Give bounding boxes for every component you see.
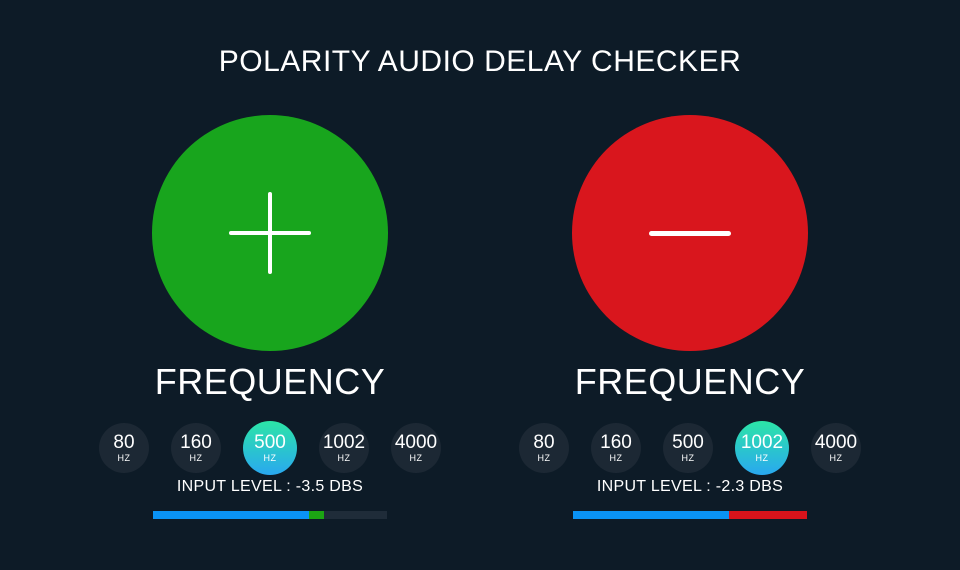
polarity-positive-indicator (152, 115, 388, 351)
minus-icon (649, 192, 731, 274)
frequency-button-row: 80 HZ 160 HZ 500 HZ 1002 HZ 4000 HZ (99, 421, 441, 475)
channel-left: FREQUENCY 80 HZ 160 HZ 500 HZ 1002 HZ 40… (90, 115, 450, 519)
freq-button-4000hz[interactable]: 4000 HZ (391, 423, 441, 473)
frequency-button-row: 80 HZ 160 HZ 500 HZ 1002 HZ 4000 HZ (519, 421, 861, 475)
freq-value: 1002 (322, 432, 366, 453)
plus-icon (229, 192, 311, 274)
page-title: POLARITY AUDIO DELAY CHECKER (218, 45, 742, 78)
frequency-heading: FREQUENCY (154, 361, 386, 402)
freq-unit: HZ (537, 453, 551, 463)
freq-unit: HZ (829, 453, 843, 463)
freq-unit: HZ (681, 453, 695, 463)
frequency-heading: FREQUENCY (574, 361, 806, 402)
freq-value: 500 (254, 432, 286, 453)
freq-button-4000hz[interactable]: 4000 HZ (811, 423, 861, 473)
freq-button-80hz[interactable]: 80 HZ (99, 423, 149, 473)
input-level-bar (153, 511, 387, 519)
freq-value: 500 (672, 432, 704, 453)
freq-value: 4000 (394, 432, 438, 453)
freq-value: 80 (533, 432, 555, 453)
freq-value: 160 (180, 432, 212, 453)
channel-right: FREQUENCY 80 HZ 160 HZ 500 HZ 1002 HZ 40… (510, 115, 870, 519)
freq-button-500hz[interactable]: 500 HZ (663, 423, 713, 473)
freq-unit: HZ (337, 453, 351, 463)
freq-button-1002hz[interactable]: 1002 HZ (319, 423, 369, 473)
input-level-label: INPUT LEVEL : -3.5 DBS (176, 478, 364, 495)
freq-unit: HZ (189, 453, 203, 463)
freq-unit: HZ (609, 453, 623, 463)
freq-value: 80 (113, 432, 135, 453)
level-segment-green (309, 511, 325, 519)
level-segment-blue (153, 511, 310, 519)
freq-button-500hz[interactable]: 500 HZ (243, 421, 297, 475)
freq-value: 160 (600, 432, 632, 453)
freq-button-160hz[interactable]: 160 HZ (591, 423, 641, 473)
input-level-label: INPUT LEVEL : -2.3 DBS (596, 478, 784, 495)
freq-button-1002hz[interactable]: 1002 HZ (735, 421, 789, 475)
level-segment-red (729, 511, 807, 519)
freq-value: 4000 (814, 432, 858, 453)
level-segment-blue (573, 511, 730, 519)
freq-value: 1002 (740, 432, 784, 453)
freq-button-160hz[interactable]: 160 HZ (171, 423, 221, 473)
freq-unit: HZ (755, 453, 769, 463)
freq-unit: HZ (117, 453, 131, 463)
input-level-bar (573, 511, 807, 519)
freq-unit: HZ (409, 453, 423, 463)
freq-button-80hz[interactable]: 80 HZ (519, 423, 569, 473)
freq-unit: HZ (263, 453, 277, 463)
polarity-negative-indicator (572, 115, 808, 351)
